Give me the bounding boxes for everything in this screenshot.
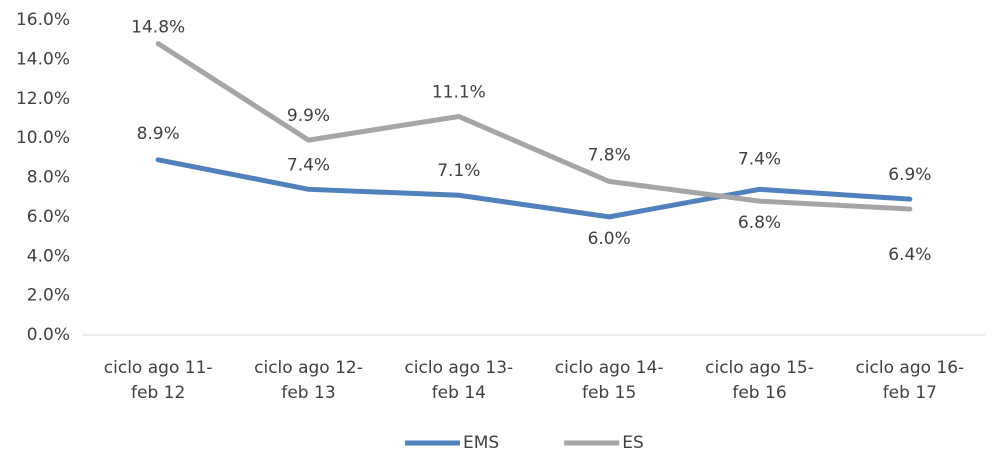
data-label: 8.9%	[137, 124, 180, 144]
data-label: 7.1%	[437, 161, 480, 181]
data-label: 7.8%	[588, 145, 631, 165]
y-tick-label: 10.0%	[16, 128, 70, 148]
y-tick-label: 16.0%	[16, 10, 70, 30]
series-line	[155, 41, 913, 212]
data-label: 6.4%	[888, 245, 931, 265]
x-tick-label: ciclo ago 15-feb 16	[705, 358, 814, 403]
y-tick-label: 6.0%	[27, 207, 70, 227]
y-tick-label: 2.0%	[27, 286, 70, 306]
legend-label: EMS	[463, 433, 499, 453]
data-label: 9.9%	[287, 106, 330, 126]
y-tick-label: 14.0%	[16, 49, 70, 69]
data-label: 6.8%	[738, 213, 781, 233]
y-tick-label: 12.0%	[16, 89, 70, 109]
series-line	[155, 157, 913, 220]
legend-label: ES	[622, 433, 644, 453]
x-tick-label: ciclo ago 16-feb 17	[855, 358, 964, 403]
data-label: 7.4%	[287, 155, 330, 175]
data-label: 11.1%	[432, 82, 486, 102]
y-tick-label: 0.0%	[27, 325, 70, 345]
y-tick-label: 4.0%	[27, 246, 70, 266]
data-label: 6.0%	[588, 229, 631, 249]
data-label: 7.4%	[738, 149, 781, 169]
x-tick-label: ciclo ago 12-feb 13	[254, 358, 363, 403]
data-label: 14.8%	[131, 18, 185, 38]
data-label: 6.9%	[888, 165, 931, 185]
x-tick-label: ciclo ago 11-feb 12	[104, 358, 213, 403]
x-tick-label: ciclo ago 13-feb 14	[404, 358, 513, 403]
y-tick-label: 8.0%	[27, 168, 70, 188]
x-tick-label: ciclo ago 14-feb 15	[555, 358, 664, 403]
